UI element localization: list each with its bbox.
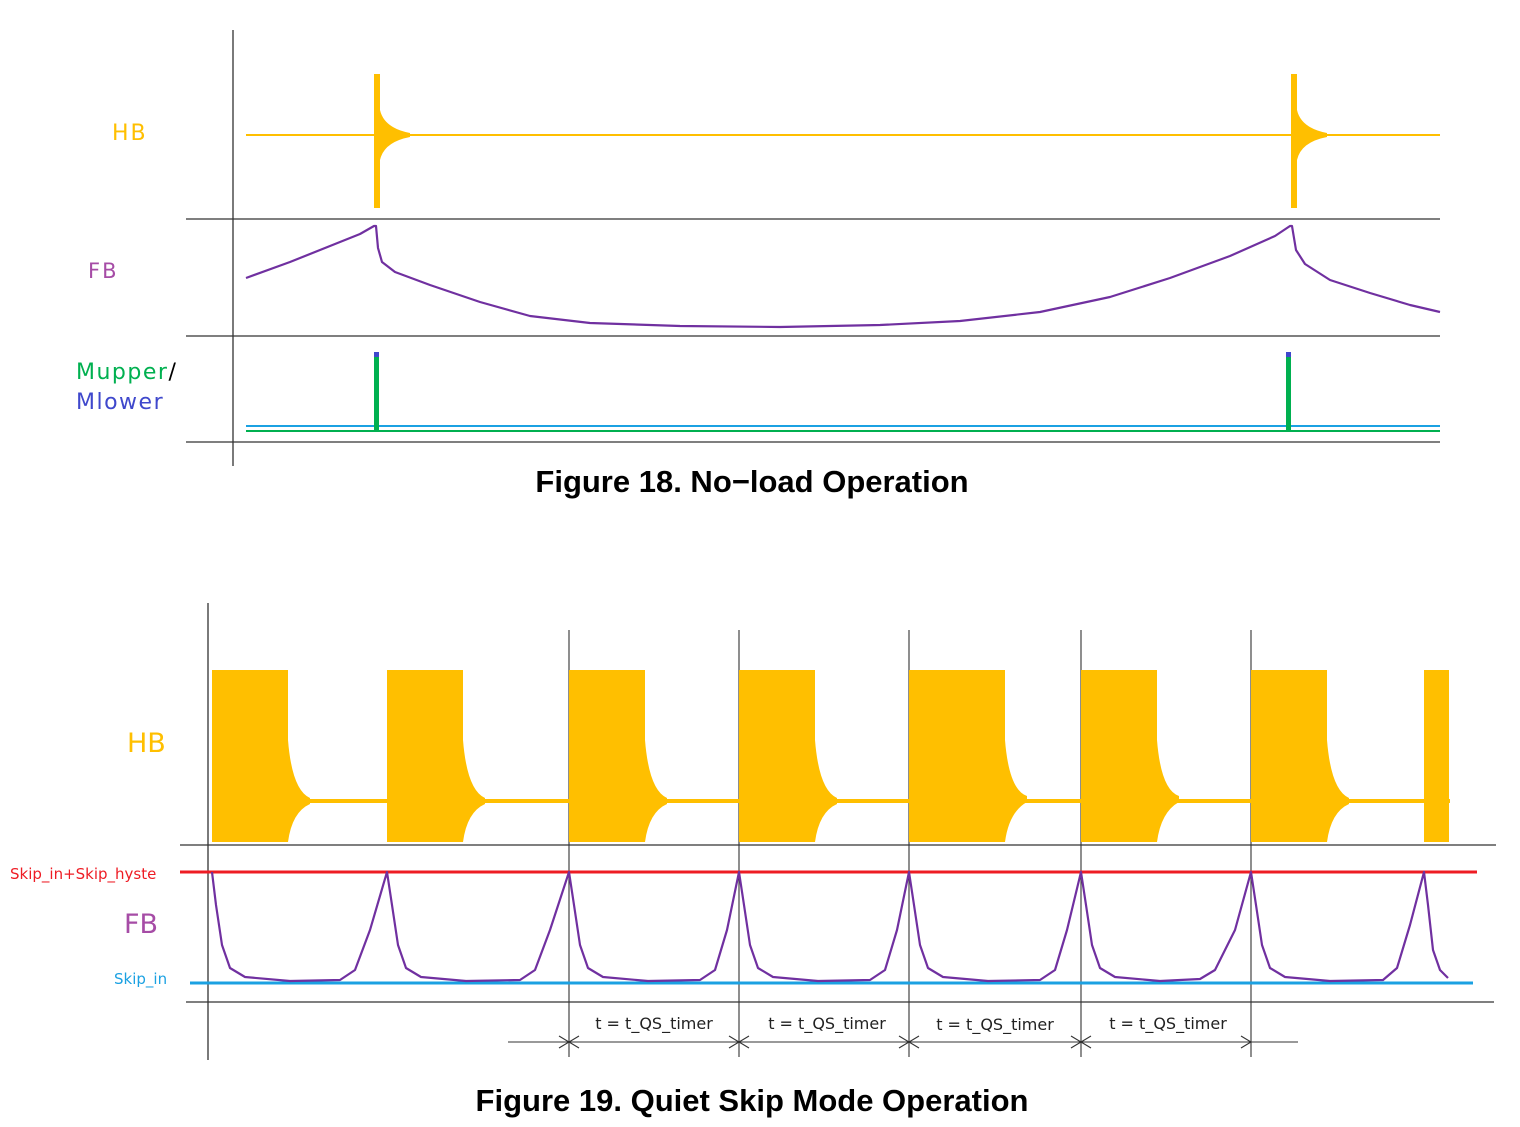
hb-burst-icon [909,670,1027,842]
timer-label: t = t_QS_timer [936,1015,1054,1035]
timer-label: t = t_QS_timer [595,1014,713,1034]
arrow-head-icon [558,1035,580,1049]
timer-label: t = t_QS_timer [768,1014,886,1034]
arrow-head-icon [728,1035,750,1049]
figure-18: HB FB Mupper/ Mlower Figure 18. No−load … [76,30,1441,499]
gate-pulse-icon [374,352,379,357]
hb-burst-icon [1081,670,1179,842]
fig18-fb-label: FB [88,259,119,283]
timer-arrow-markers [558,1035,1253,1049]
fig19-fb-label: FB [124,909,158,940]
mupper-text: Mupper [76,360,168,385]
gate-pulse-icon [374,352,379,432]
hb-burst-icon [374,74,410,208]
slash-text: / [168,360,177,385]
fb-ramp-icon [245,224,1441,329]
figure-19: HB FB Skip_in+Skip_hyste Skip_in [10,603,1496,1118]
gate-pulse-icon [1286,352,1291,432]
hb-burst-icon [212,670,310,842]
fb-ramp-icon [210,870,1449,983]
fig18-hb-label: HB [112,121,148,146]
hb-burst-icon [1251,670,1349,842]
hb-burst-icon [387,670,485,842]
hb-burst-icon [1291,74,1327,208]
hb-burst-icon [569,670,667,842]
timer-label: t = t_QS_timer [1109,1014,1227,1034]
fig19-hb-trace [212,670,1450,842]
arrow-head-icon [1070,1035,1092,1049]
fig19-hb-label: HB [127,728,166,759]
arrow-head-icon [898,1035,920,1049]
fig19-skip-hyste-label: Skip_in+Skip_hyste [10,865,156,884]
gate-pulse-icon [1286,352,1291,357]
hb-burst-icon [739,670,837,842]
fig18-caption: Figure 18. No−load Operation [535,464,968,499]
arrow-head-icon [1240,1035,1253,1049]
fig19-caption: Figure 19. Quiet Skip Mode Operation [476,1083,1029,1118]
hb-burst-icon [1424,670,1449,842]
fig18-mupper-label: Mupper/ [76,360,177,385]
fig18-mlower-label: Mlower [76,390,164,415]
fig19-skip-in-label: Skip_in [114,970,167,989]
